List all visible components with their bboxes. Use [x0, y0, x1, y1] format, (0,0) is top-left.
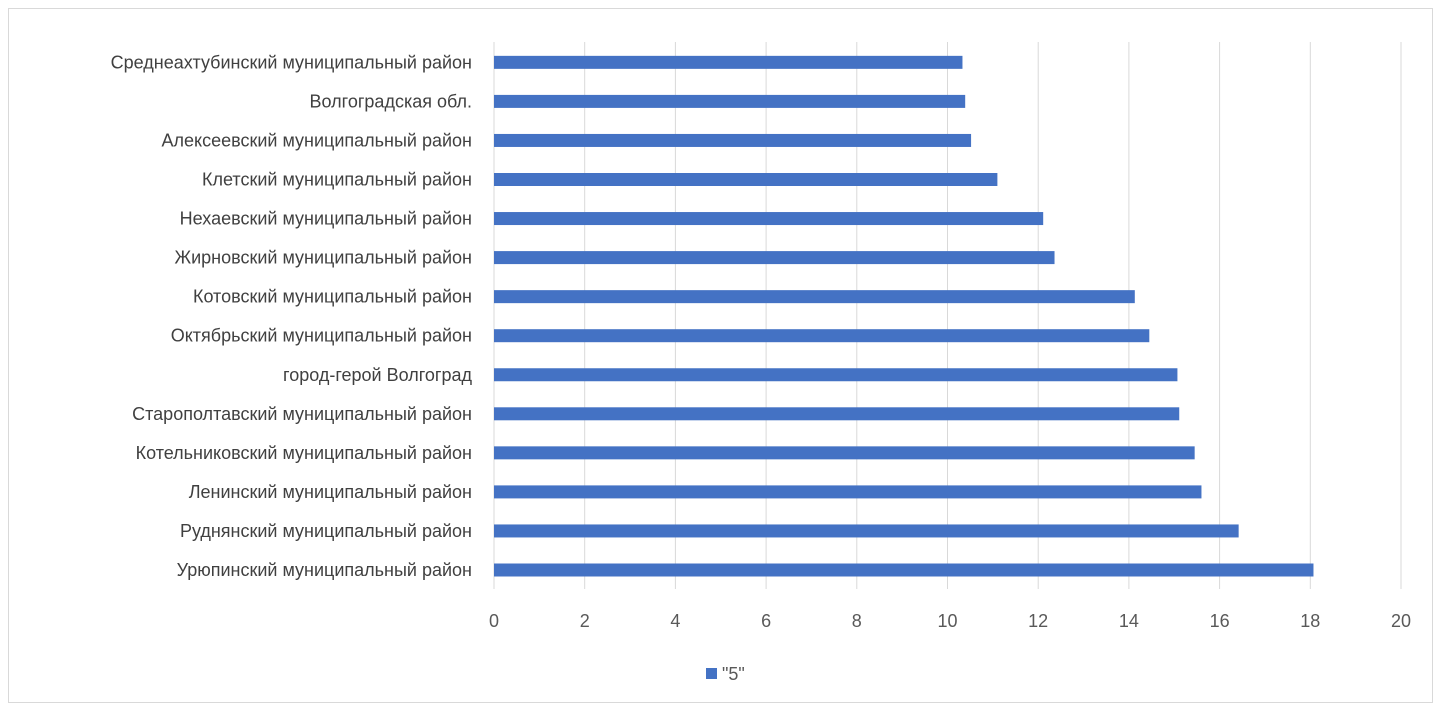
category-label: город-герой Волгоград	[283, 365, 472, 385]
x-tick-label: 6	[761, 611, 771, 631]
bar	[494, 173, 998, 186]
legend: "5"	[706, 664, 745, 684]
legend-label: "5"	[722, 664, 745, 684]
bars	[494, 55, 1314, 577]
grid-lines	[493, 42, 1402, 589]
x-tick-label: 18	[1300, 611, 1320, 631]
x-tick-label: 2	[580, 611, 590, 631]
x-tick-label: 14	[1119, 611, 1139, 631]
bar	[494, 212, 1044, 226]
x-tick-labels: 0 2 4 6 8 10 12 14 16 18 20	[489, 611, 1411, 631]
chart-frame	[8, 8, 1433, 703]
x-tick-label: 12	[1028, 611, 1048, 631]
bar	[494, 290, 1135, 304]
category-label: Нехаевский муниципальный район	[180, 209, 472, 229]
x-tick-label: 10	[937, 611, 957, 631]
bar	[494, 133, 972, 147]
category-label: Клетский муниципальный район	[202, 170, 472, 190]
bar	[494, 94, 966, 108]
category-label: Котовский муниципальный район	[193, 287, 472, 307]
bar	[494, 485, 1202, 499]
bar	[494, 446, 1195, 460]
x-tick-label: 20	[1391, 611, 1411, 631]
category-label: Жирновский муниципальный район	[174, 248, 472, 268]
category-label: Октябрьский муниципальный район	[171, 326, 472, 346]
x-tick-label: 4	[670, 611, 680, 631]
x-tick-label: 8	[852, 611, 862, 631]
category-label: Руднянский муниципальный район	[180, 521, 472, 541]
bar	[494, 524, 1239, 538]
x-tick-label: 0	[489, 611, 499, 631]
category-label: Старополтавский муниципальный район	[132, 404, 472, 424]
bar	[494, 407, 1180, 421]
x-tick-label: 16	[1210, 611, 1230, 631]
bar	[494, 329, 1150, 343]
category-label: Волгоградская обл.	[310, 91, 472, 111]
bar	[494, 55, 963, 69]
category-label: Котельниковский муниципальный район	[136, 443, 472, 463]
bar	[494, 563, 1314, 577]
category-labels: Урюпинский муниципальный район Руднянский…	[111, 52, 473, 580]
category-label: Алексеевский муниципальный район	[162, 130, 473, 150]
legend-swatch	[706, 668, 717, 679]
category-label: Среднеахтубинский муниципальный район	[111, 52, 472, 72]
bar	[494, 368, 1178, 382]
category-label: Урюпинский муниципальный район	[177, 560, 472, 580]
bar	[494, 251, 1055, 265]
category-label: Ленинский муниципальный район	[189, 482, 472, 502]
